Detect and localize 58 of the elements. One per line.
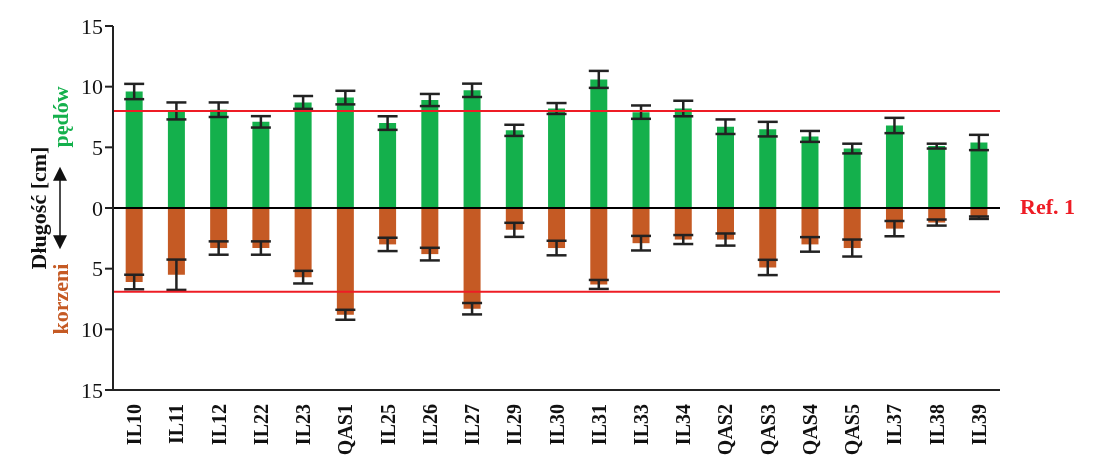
- bar: [294, 208, 312, 278]
- bar: [928, 146, 946, 208]
- x-tick-label: IL37: [883, 404, 906, 446]
- bar: [632, 112, 650, 208]
- x-tick-label: IL27: [461, 404, 484, 446]
- bar: [125, 208, 143, 283]
- text: Ref. 1: [1020, 194, 1075, 220]
- bar: [463, 90, 481, 208]
- y-tick-label: 0: [92, 195, 103, 221]
- bar: [801, 136, 819, 208]
- x-tick-label: IL38: [925, 404, 948, 446]
- x-tick-label: QAS3: [756, 404, 779, 456]
- x-tick-label: IL26: [418, 404, 441, 446]
- bar: [125, 91, 143, 208]
- x-tick-label: QAS5: [841, 404, 864, 456]
- x-tick-label: QAS2: [714, 404, 737, 456]
- y-tick-label: 10: [81, 317, 103, 343]
- bar: [421, 208, 439, 255]
- bar: [590, 208, 608, 285]
- bar: [717, 126, 734, 208]
- x-tick-label: IL23: [292, 404, 315, 446]
- x-tick-label: IL29: [503, 404, 526, 446]
- bar: [421, 100, 439, 208]
- y-tick-label: 15: [81, 13, 103, 39]
- y-tick-label: 5: [92, 256, 103, 282]
- x-tick-label: IL10: [123, 404, 146, 446]
- bar: [252, 121, 270, 208]
- bar: [336, 97, 354, 208]
- x-tick-label: IL25: [376, 404, 399, 446]
- x-tick-label: IL11: [165, 404, 188, 445]
- bar: [674, 108, 692, 208]
- bar: [210, 109, 228, 208]
- x-tick-label: QAS1: [334, 404, 357, 456]
- x-tick-label: IL30: [545, 404, 568, 446]
- bar: [463, 208, 481, 309]
- bar: [885, 125, 903, 208]
- y-tick-label: 15: [81, 377, 103, 403]
- x-tick-label: QAS4: [798, 404, 821, 456]
- x-tick-label: IL31: [587, 404, 610, 446]
- bar: [379, 123, 397, 208]
- bar: [843, 148, 861, 208]
- bar: [759, 129, 777, 208]
- x-tick-label: IL34: [672, 404, 695, 446]
- bar: [294, 102, 312, 208]
- y-tick-label: 5: [92, 135, 103, 161]
- bar: [336, 208, 354, 315]
- y-tick-label: 10: [81, 74, 103, 100]
- bar: [548, 108, 566, 208]
- x-tick-label: IL22: [249, 404, 272, 446]
- bar: [970, 142, 988, 208]
- x-tick-label: IL12: [207, 404, 230, 446]
- x-tick-label: IL33: [629, 404, 652, 446]
- bar: [590, 79, 608, 208]
- text: pędów: [47, 86, 73, 148]
- bar: [167, 110, 185, 208]
- x-tick-label: IL39: [967, 404, 990, 446]
- bar: [759, 208, 777, 268]
- bar: [505, 130, 523, 208]
